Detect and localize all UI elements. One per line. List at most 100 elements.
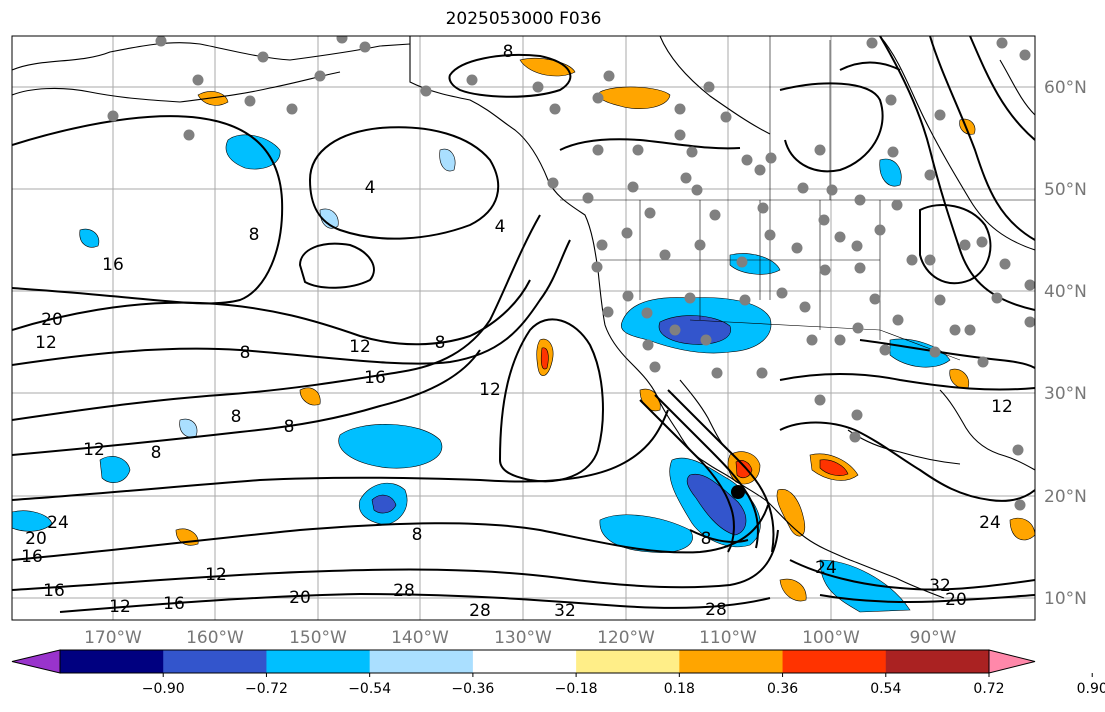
colorbar-segment: [472, 650, 577, 673]
longitude-label: 160°W: [186, 628, 244, 648]
colorbar: −0.90 −0.72 −0.54 −0.36 −0.18 0.18 0.36 0.54 0.7…: [11, 649, 1105, 697]
station-dot: [885, 94, 897, 106]
station-dot: [814, 394, 826, 406]
station-dot: [314, 70, 326, 82]
station-dot: [891, 199, 903, 211]
contour-label: 8: [231, 407, 242, 427]
colorbar-segment: [885, 650, 990, 673]
station-dot: [591, 261, 603, 273]
contour-label: 24: [47, 513, 69, 533]
negative-anomaly-region: [225, 134, 281, 170]
station-dot: [754, 164, 766, 176]
colorbar-tick-label: 0.90: [1077, 681, 1105, 697]
station-dot: [336, 36, 348, 44]
station-dot: [582, 192, 594, 204]
station-dot: [852, 322, 864, 334]
contour-label: 8: [435, 333, 446, 353]
negative-anomaly-region: [12, 510, 53, 532]
station-dot: [977, 356, 989, 368]
station-dot: [155, 36, 167, 47]
station-dot: [949, 324, 961, 336]
contour-label: 4: [495, 217, 506, 237]
station-dot: [627, 181, 639, 193]
station-dot: [929, 346, 941, 358]
light-negative-region: [319, 208, 339, 229]
contour-label: 28: [393, 581, 415, 601]
positive-anomaly-core: [819, 459, 849, 476]
station-dot: [622, 290, 634, 302]
station-dot: [976, 236, 988, 248]
station-dot: [592, 92, 604, 104]
station-dot: [684, 292, 696, 304]
positive-anomaly-region: [779, 578, 807, 602]
map-title: 2025053000 F036: [445, 9, 602, 29]
latitude-label: 10°N: [1044, 589, 1087, 609]
station-dot: [736, 256, 748, 268]
station-dot: [603, 70, 615, 82]
longitude-label: 150°W: [289, 628, 347, 648]
station-dot: [879, 344, 891, 356]
light-negative-region: [439, 148, 456, 172]
positive-anomaly-region: [299, 387, 321, 406]
station-dot: [814, 144, 826, 156]
station-dot: [674, 129, 686, 141]
station-dot: [674, 103, 686, 115]
station-dot: [709, 209, 721, 221]
contour-label: 8: [503, 42, 514, 62]
colorbar-tick-label: −0.54: [348, 681, 391, 697]
negative-anomaly-region: [99, 456, 131, 483]
negative-anomaly-region: [879, 158, 902, 187]
station-dot: [192, 74, 204, 86]
colorbar-tick-label: −0.18: [555, 681, 598, 697]
station-dot: [797, 182, 809, 194]
longitude-label: 120°W: [597, 628, 655, 648]
station-dot: [991, 292, 1003, 304]
longitude-label: 170°W: [84, 628, 142, 648]
station-dot: [964, 324, 976, 336]
station-dot: [596, 239, 608, 251]
positive-anomaly-core: [735, 460, 753, 479]
positive-anomaly-region: [776, 489, 806, 537]
contour-label: 32: [554, 601, 576, 621]
station-dot: [869, 293, 881, 305]
colorbar-tick-label: 0.36: [767, 681, 798, 697]
station-dot: [641, 307, 653, 319]
longitude-label: 130°W: [494, 628, 552, 648]
longitude-label: 100°W: [802, 628, 860, 648]
colorbar-tick-label: 0.72: [973, 681, 1004, 697]
contour-label: 16: [43, 581, 65, 601]
station-dot: [934, 109, 946, 121]
station-dot: [1019, 49, 1031, 61]
colorbar-segment: [369, 650, 474, 673]
station-dot: [849, 431, 861, 443]
station-dot: [776, 287, 788, 299]
station-dot: [854, 262, 866, 274]
station-dot: [686, 146, 698, 158]
contour-label: 16: [21, 547, 43, 567]
colorbar-extend-min: [11, 649, 61, 674]
contour-label: 28: [705, 600, 727, 620]
station-dot: [741, 154, 753, 166]
colorbar-segment: [679, 650, 784, 673]
station-dot: [851, 409, 863, 421]
latitude-label: 50°N: [1044, 180, 1087, 200]
station-dot: [799, 301, 811, 313]
contour-label: 12: [109, 597, 131, 617]
latitude-label: 20°N: [1044, 487, 1087, 507]
station-dot: [649, 361, 661, 373]
colorbar-segment: [576, 650, 680, 673]
station-dot: [592, 144, 604, 156]
station-dot: [257, 51, 269, 63]
station-dot: [996, 37, 1008, 49]
contour-label: 8: [240, 343, 251, 363]
latitude-label: 30°N: [1044, 384, 1087, 404]
colorbar-tick-label: −0.90: [142, 681, 185, 697]
negative-anomaly-region: [79, 228, 100, 248]
station-dot: [1024, 279, 1035, 291]
station-dot: [826, 184, 838, 196]
station-dot: [806, 334, 818, 346]
station-dot: [906, 254, 918, 266]
contour-label: 24: [979, 513, 1001, 533]
station-markers: [107, 36, 1035, 511]
